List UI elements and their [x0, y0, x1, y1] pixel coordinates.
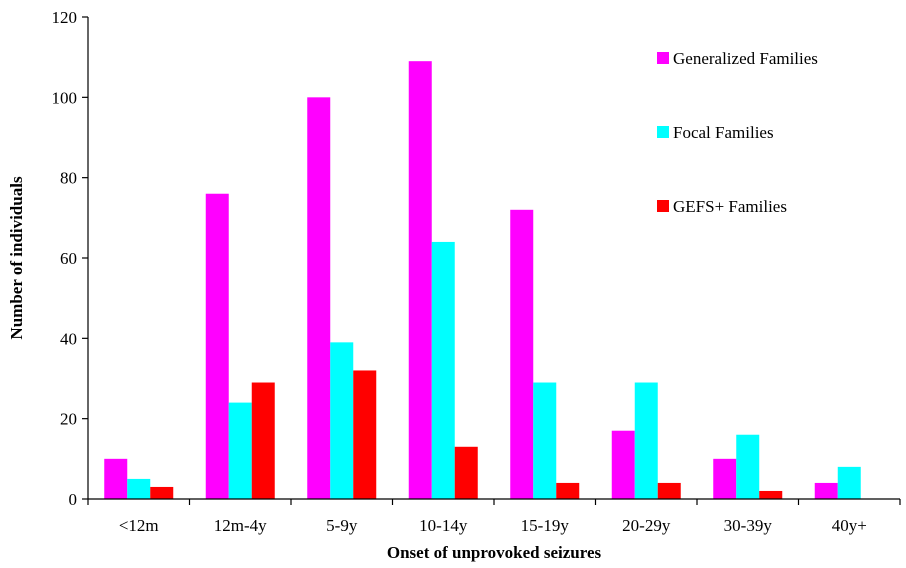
bar — [533, 382, 557, 499]
x-axis-ticks: <12m 12m-4y 5-9y 10-14y 15-19y 20-29y 30-39y 40… — [87, 499, 901, 535]
bar — [736, 434, 760, 499]
y-tick-label: 120 — [52, 8, 78, 27]
x-tick-label: 30-39y — [724, 516, 773, 535]
y-tick-label: 20 — [60, 410, 77, 429]
y-axis-ticks: 0 20 40 60 80 100 120 — [52, 8, 88, 509]
bar — [759, 490, 783, 499]
x-tick-label: 15-19y — [521, 516, 570, 535]
bar — [228, 402, 252, 499]
bar — [251, 382, 275, 499]
x-tick-label: 12m-4y — [214, 516, 267, 535]
bar — [307, 97, 331, 499]
bar — [330, 342, 354, 499]
bar — [454, 446, 478, 499]
bar — [556, 482, 580, 499]
bar — [127, 478, 151, 499]
bar — [713, 458, 737, 499]
legend-swatch — [657, 52, 669, 64]
legend-swatch — [657, 200, 669, 212]
bar — [814, 482, 838, 499]
bar — [611, 430, 635, 499]
bar — [431, 241, 455, 499]
bar — [104, 458, 128, 499]
x-tick-label: 5-9y — [326, 516, 358, 535]
bar — [510, 209, 534, 500]
x-tick-label: <12m — [119, 516, 159, 535]
bar — [634, 382, 658, 499]
x-tick-label: 40y+ — [832, 516, 867, 535]
bar — [353, 370, 377, 499]
y-tick-label: 0 — [69, 490, 78, 509]
y-tick-label: 40 — [60, 329, 77, 348]
bar — [150, 486, 174, 499]
legend: Generalized Families Focal Families GEFS+ … — [657, 49, 818, 216]
y-tick-label: 100 — [52, 88, 78, 107]
y-tick-label: 60 — [60, 249, 77, 268]
legend-label: GEFS+ Families — [673, 197, 787, 216]
x-tick-label: 10-14y — [419, 516, 468, 535]
legend-label: Focal Families — [673, 123, 774, 142]
x-axis-title: Onset of unprovoked seizures — [387, 543, 602, 562]
y-tick-label: 80 — [60, 169, 77, 188]
bar — [837, 466, 861, 499]
legend-label: Generalized Families — [673, 49, 818, 68]
bar — [657, 482, 681, 499]
bar — [205, 193, 229, 499]
bars — [104, 61, 861, 500]
x-tick-label: 20-29y — [622, 516, 671, 535]
y-axis-title: Number of individuals — [7, 176, 26, 340]
bar — [408, 61, 432, 499]
legend-swatch — [657, 126, 669, 138]
